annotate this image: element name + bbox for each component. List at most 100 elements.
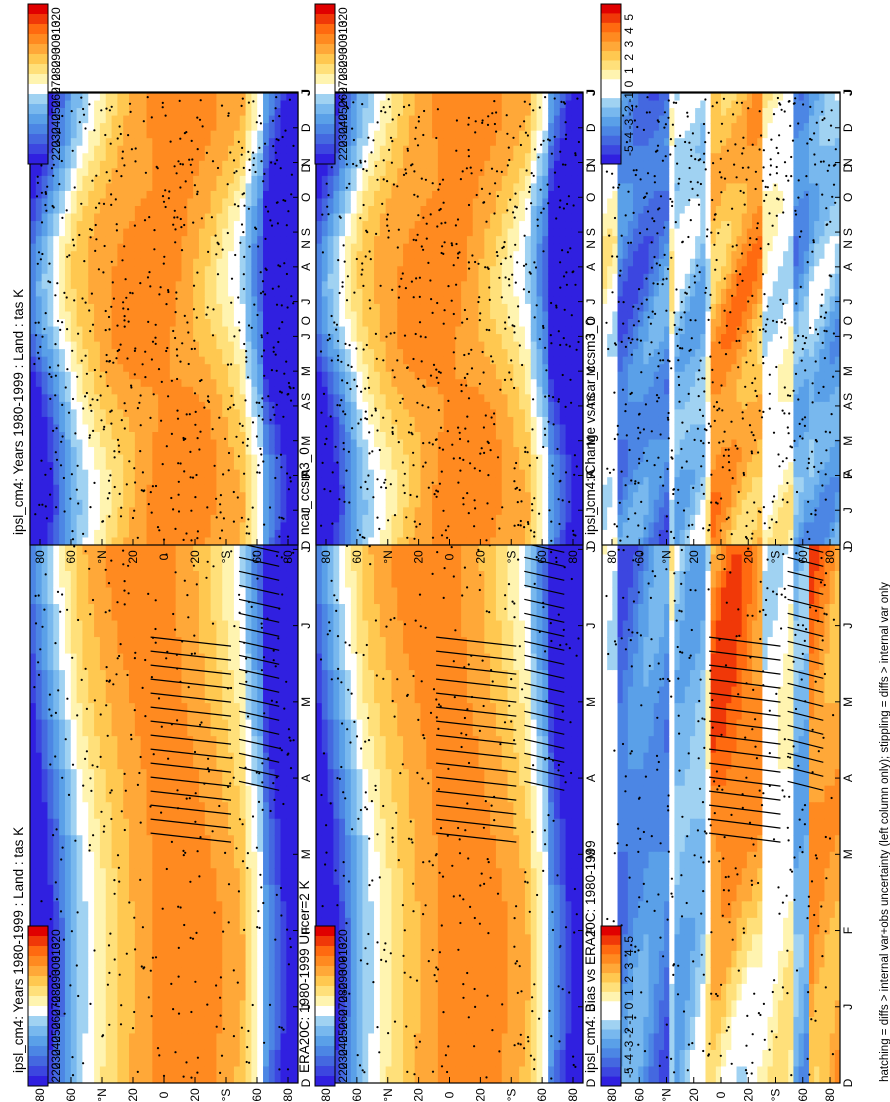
heatmap-cell [152,281,159,290]
heatmap-cell [123,529,130,539]
stipple-dot [187,616,190,619]
heatmap-cell [129,401,136,410]
heatmap-cell [53,492,60,501]
heatmap-cell [193,1033,200,1051]
heatmap-cell [47,198,54,207]
heatmap-cell [134,917,142,935]
heatmap-cell [164,477,171,486]
stipple-dot [50,714,53,717]
heatmap-cell [117,537,124,545]
heatmap-cell [70,934,78,952]
heatmap-cell [222,653,229,671]
heatmap-cell [82,416,89,426]
heatmap-cell [175,587,183,605]
heatmap-cell [175,670,183,688]
stipple-dot [117,866,120,869]
heatmap-cell [158,168,165,177]
heatmap-cell [239,653,247,671]
heatmap-cell [111,620,118,638]
stipple-dot [192,564,195,567]
heatmap-cell [245,884,252,902]
heatmap-cell [257,570,264,589]
heatmap-cell [129,653,136,671]
heatmap-cell [268,917,276,935]
heatmap-cell [152,934,159,952]
stipple-dot [54,642,57,645]
heatmap-cell [129,198,136,207]
heatmap-cell [129,153,136,162]
heatmap-cell [35,868,43,886]
heatmap-cell [88,653,95,671]
heatmap-cell [64,637,72,655]
heatmap-cell [140,311,148,320]
heatmap-cell [164,108,171,117]
stipple-dot [110,817,113,821]
heatmap-cell [88,190,95,200]
heatmap-cell [274,587,282,605]
heatmap-cell [129,303,136,313]
heatmap-cell [47,1049,54,1068]
stipple-dot [199,723,202,726]
heatmap-cell [30,190,37,200]
heatmap-cell [164,851,171,869]
heatmap-cell [164,334,171,343]
heatmap-cell [164,145,171,154]
heatmap-cell [158,349,165,358]
heatmap-cell [47,514,54,523]
heatmap-cell [53,416,60,426]
heatmap-cell [239,1000,247,1018]
heatmap-cell [117,93,124,102]
heatmap-cell [239,604,247,622]
heatmap-cell [164,296,171,305]
stipple-dot [198,875,201,878]
heatmap-cell [140,281,148,290]
heatmap-cell [181,983,188,1002]
heatmap-cell [257,719,264,737]
heatmap-cell [53,108,60,117]
heatmap-cell [123,484,130,493]
heatmap-cell [82,719,89,737]
heatmap-cell [117,447,124,456]
heatmap-cell [41,769,49,787]
heatmap-cell [59,620,66,638]
heatmap-cell [164,1016,171,1035]
heatmap-cell [140,752,148,770]
heatmap-cell [41,334,49,343]
heatmap-cell [292,967,298,985]
heatmap-cell [164,213,171,222]
heatmap-cell [134,514,142,523]
stipple-dot [215,984,218,987]
heatmap-cell [164,281,171,290]
heatmap-cell [216,884,223,902]
heatmap-cell [47,1066,54,1083]
heatmap-cell [257,835,264,853]
heatmap-cell [152,175,159,184]
heatmap-cell [53,835,60,853]
heatmap-cell [123,785,130,803]
heatmap-cell [129,93,136,102]
heatmap-cell [140,917,148,935]
heatmap-cell [30,288,37,297]
heatmap-cell [274,620,282,638]
heatmap-cell [88,1049,95,1068]
heatmap-cell [146,326,153,335]
heatmap-cell [123,967,130,985]
heatmap-cell [286,752,293,770]
heatmap-cell [158,967,165,985]
heatmap-cell [164,379,171,388]
heatmap-cell [286,983,293,1002]
heatmap-cell [94,484,101,493]
heatmap-cell [59,228,66,237]
heatmap-cell [99,145,107,154]
hatch-line [150,804,232,815]
heatmap-cell [64,1016,72,1035]
heatmap-cell [152,416,159,426]
heatmap-cell [158,183,165,192]
heatmap-cell [181,769,188,787]
heatmap-cell [123,1066,130,1083]
stipple-dot [236,981,239,984]
stipple-dot [275,554,279,558]
heatmap-cell [117,198,124,207]
heatmap-cell [82,469,89,478]
heatmap-cell [76,570,84,589]
